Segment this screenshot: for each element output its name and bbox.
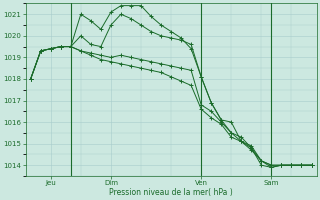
X-axis label: Pression niveau de la mer( hPa ): Pression niveau de la mer( hPa ) <box>109 188 233 197</box>
